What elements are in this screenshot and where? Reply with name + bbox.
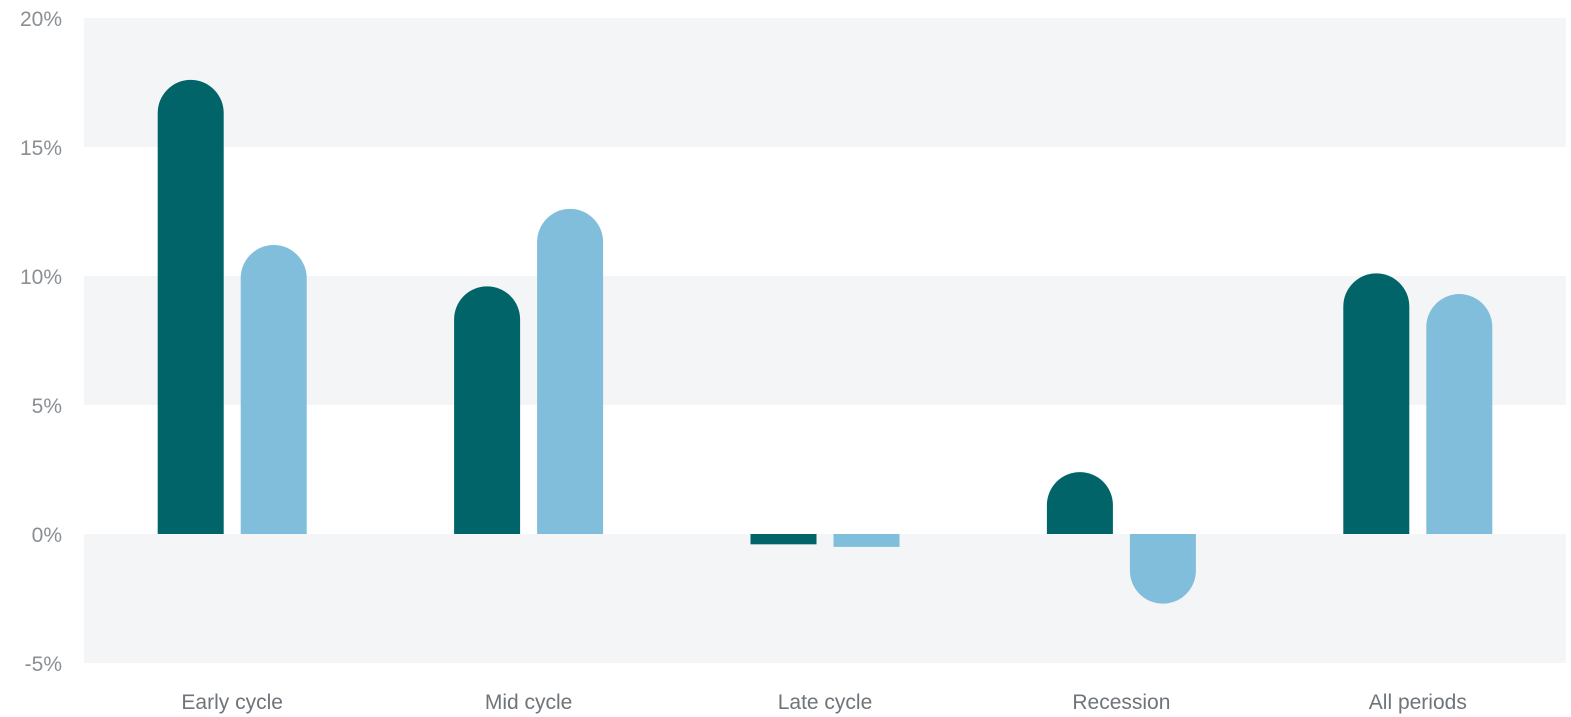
x-category-label: Late cycle bbox=[778, 691, 873, 714]
bar bbox=[537, 208, 604, 535]
bar bbox=[240, 245, 307, 534]
x-category-label: Recession bbox=[1072, 691, 1170, 714]
x-axis-category-labels: Early cycle Mid cycle Late cycle Recessi… bbox=[181, 691, 1466, 714]
bar bbox=[157, 79, 224, 534]
y-tick-label: 5% bbox=[32, 395, 62, 418]
bar bbox=[1343, 273, 1410, 534]
bar bbox=[454, 286, 521, 534]
bar bbox=[833, 534, 900, 547]
y-tick-label: 10% bbox=[20, 266, 62, 289]
x-category-label: Early cycle bbox=[181, 691, 283, 714]
background-band bbox=[84, 405, 1566, 534]
background-band bbox=[84, 534, 1566, 663]
y-tick-label: 15% bbox=[20, 137, 62, 160]
x-category-label: Mid cycle bbox=[485, 691, 573, 714]
background-band bbox=[84, 276, 1566, 405]
y-tick-label: 20% bbox=[20, 8, 62, 31]
bar bbox=[1426, 294, 1493, 534]
y-axis-tick-labels: 20% 15% 10% 5% 0% -5% bbox=[20, 8, 62, 676]
bar bbox=[750, 534, 817, 545]
background-band bbox=[84, 18, 1566, 147]
background-band bbox=[84, 147, 1566, 276]
bar bbox=[1129, 534, 1196, 604]
y-tick-label: 0% bbox=[32, 524, 62, 547]
x-category-label: All periods bbox=[1369, 691, 1467, 714]
bar bbox=[1046, 472, 1113, 534]
background-bands bbox=[84, 18, 1566, 663]
bars bbox=[157, 79, 1493, 604]
y-tick-label: -5% bbox=[25, 653, 62, 676]
